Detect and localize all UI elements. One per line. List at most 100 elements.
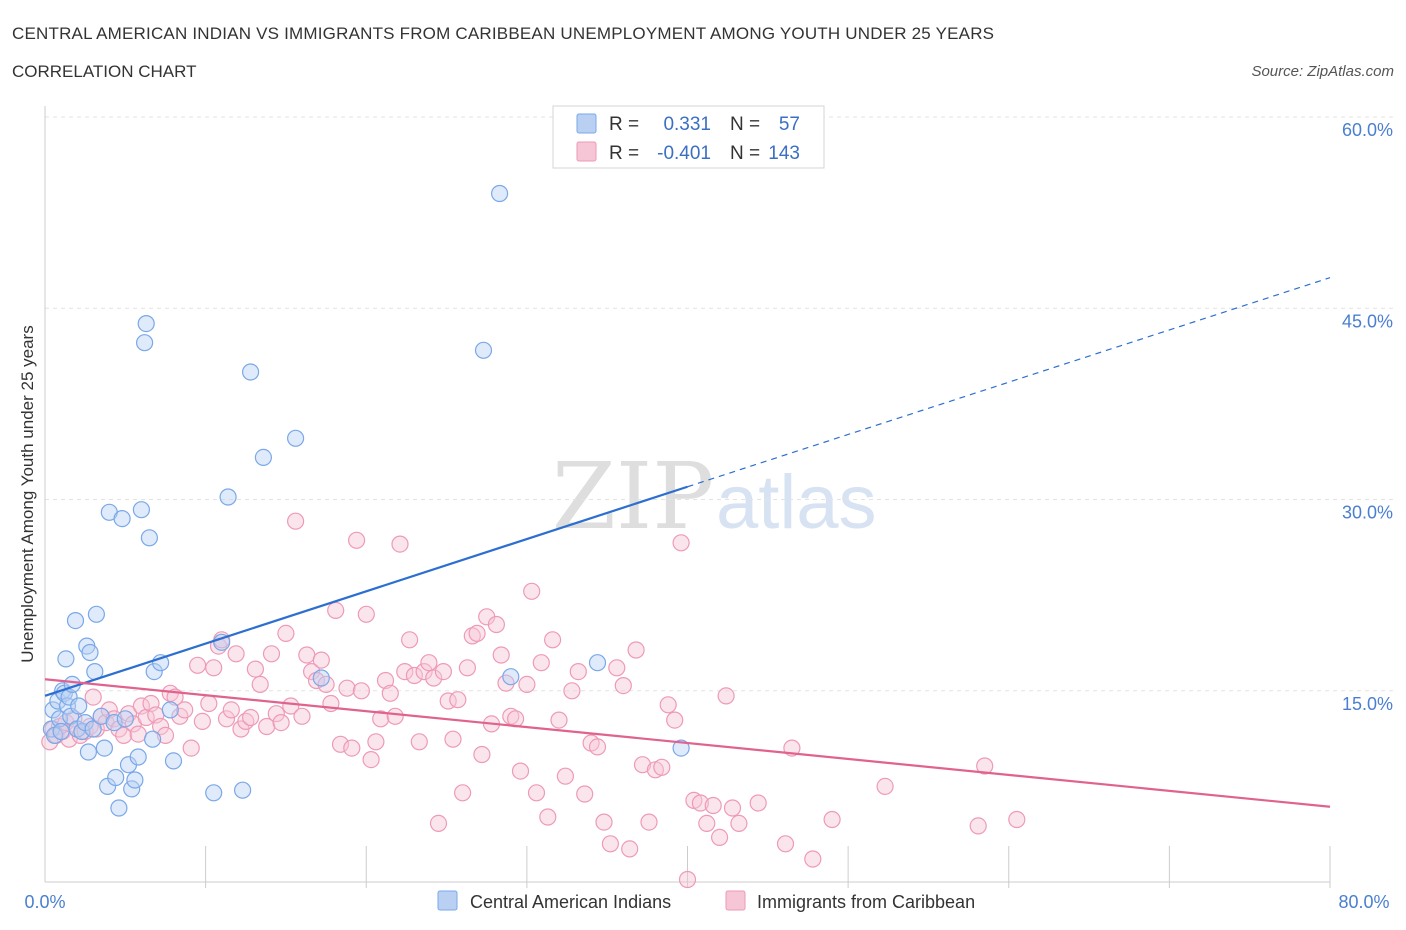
central-american-point-51 bbox=[254, 448, 272, 466]
central-american-point-42 bbox=[145, 662, 163, 681]
caribbean-point-101 bbox=[518, 675, 536, 694]
caribbean-point-62 bbox=[327, 601, 345, 620]
watermark-atlas: atlas bbox=[716, 460, 877, 545]
chart-source: Source: ZipAtlas.com bbox=[1251, 63, 1394, 80]
caribbean-point-35 bbox=[193, 712, 211, 731]
caribbean-point-54 bbox=[287, 512, 305, 530]
central-american-point-20 bbox=[81, 643, 99, 662]
central-american-point-56 bbox=[502, 668, 520, 686]
caribbean-point-64 bbox=[338, 679, 356, 697]
caribbean-point-36 bbox=[200, 694, 218, 713]
central-american-point-46 bbox=[205, 784, 223, 802]
central-american-point-50 bbox=[242, 363, 260, 381]
stats-n-value-blue: 57 bbox=[779, 114, 800, 135]
caribbean-point-120 bbox=[633, 756, 652, 774]
central-american-point-38 bbox=[136, 334, 154, 352]
y-tick-label-3: 60.0% bbox=[1342, 120, 1393, 140]
caribbean-point-55 bbox=[293, 707, 311, 725]
caribbean-point-91 bbox=[468, 624, 486, 643]
caribbean-point-32 bbox=[176, 701, 194, 719]
caribbean-point-140 bbox=[823, 810, 841, 829]
caribbean-point-45 bbox=[242, 708, 260, 727]
caribbean-point-107 bbox=[550, 711, 568, 729]
stats-r-label-pink: R = bbox=[609, 143, 639, 164]
caribbean-point-37 bbox=[205, 659, 223, 677]
caribbean-point-75 bbox=[391, 535, 409, 553]
caribbean-point-49 bbox=[262, 645, 281, 663]
caribbean-point-70 bbox=[367, 733, 385, 751]
caribbean-point-51 bbox=[272, 713, 290, 732]
caribbean-point-90 bbox=[463, 627, 481, 645]
caribbean-point-92 bbox=[473, 745, 491, 764]
stats-box-frame bbox=[552, 105, 825, 169]
central-american-point-25 bbox=[95, 739, 114, 757]
caribbean-point-78 bbox=[405, 666, 423, 685]
caribbean-point-28 bbox=[156, 726, 175, 745]
caribbean-point-124 bbox=[659, 696, 677, 714]
central-american-point-8 bbox=[57, 650, 75, 668]
caribbean-point-121 bbox=[640, 813, 658, 831]
caribbean-point-115 bbox=[601, 835, 620, 853]
caribbean-point-103 bbox=[527, 784, 546, 802]
caribbean-point-144 bbox=[1008, 810, 1026, 829]
chart-title: CENTRAL AMERICAN INDIAN VS IMMIGRANTS FR… bbox=[12, 24, 994, 43]
caribbean-point-111 bbox=[576, 785, 594, 803]
central-american-point-47 bbox=[213, 633, 231, 651]
central-american-point-4 bbox=[50, 710, 69, 728]
central-american-point-34 bbox=[123, 780, 141, 798]
caribbean-point-135 bbox=[730, 814, 748, 833]
central-american-point-19 bbox=[79, 743, 98, 761]
caribbean-point-108 bbox=[556, 767, 575, 785]
central-american-point-5 bbox=[52, 722, 70, 741]
caribbean-point-72 bbox=[376, 671, 395, 690]
caribbean-point-74 bbox=[386, 707, 404, 725]
trend-line-central-american-extension bbox=[687, 277, 1331, 488]
central-american-point-35 bbox=[126, 771, 144, 789]
stats-r-value-blue: 0.331 bbox=[663, 114, 711, 135]
caribbean-point-130 bbox=[698, 814, 716, 833]
caribbean-point-125 bbox=[666, 711, 684, 729]
caribbean-point-95 bbox=[487, 615, 505, 634]
caribbean-point-132 bbox=[710, 828, 729, 847]
caribbean-point-143 bbox=[976, 757, 994, 775]
caribbean-point-52 bbox=[277, 624, 295, 643]
caribbean-point-100 bbox=[511, 762, 530, 780]
caribbean-point-56 bbox=[298, 646, 316, 664]
caribbean-point-141 bbox=[876, 777, 894, 796]
y-axis-label: Unemployment Among Youth under 25 years bbox=[18, 325, 37, 662]
central-american-point-39 bbox=[137, 315, 155, 333]
caribbean-point-104 bbox=[532, 654, 550, 672]
caribbean-point-139 bbox=[804, 850, 822, 868]
caribbean-point-40 bbox=[217, 710, 236, 728]
central-american-point-54 bbox=[474, 341, 493, 359]
caribbean-point-82 bbox=[425, 669, 443, 687]
chart-subtitle: CORRELATION CHART bbox=[12, 62, 197, 81]
y-axis-tick-labels: 15.0% 30.0% 45.0% 60.0% bbox=[1342, 120, 1393, 714]
caribbean-point-87 bbox=[449, 691, 467, 709]
caribbean-point-33 bbox=[182, 739, 200, 757]
caribbean-point-126 bbox=[672, 534, 690, 552]
caribbean-point-34 bbox=[189, 656, 207, 674]
caribbean-point-133 bbox=[717, 687, 735, 705]
central-american-point-32 bbox=[116, 710, 134, 728]
caribbean-point-69 bbox=[362, 750, 380, 769]
central-american-point-30 bbox=[110, 799, 128, 817]
caribbean-point-58 bbox=[307, 671, 326, 690]
legend-label-central-american-indians: Central American Indians bbox=[470, 892, 671, 912]
central-american-point-15 bbox=[70, 697, 88, 715]
caribbean-point-84 bbox=[434, 662, 452, 681]
central-american-point-58 bbox=[672, 739, 690, 757]
stats-swatch-blue bbox=[576, 113, 597, 134]
caribbean-point-63 bbox=[331, 735, 350, 753]
central-american-point-45 bbox=[164, 752, 183, 770]
caribbean-point-83 bbox=[429, 814, 448, 833]
caribbean-point-105 bbox=[539, 808, 557, 826]
stats-n-label-blue: N = bbox=[730, 114, 760, 135]
caribbean-point-73 bbox=[381, 684, 399, 702]
caribbean-point-47 bbox=[251, 675, 269, 694]
trend-lines bbox=[44, 277, 1331, 808]
trend-line-central-american bbox=[44, 485, 688, 697]
stats-n-value-pink: 143 bbox=[768, 143, 800, 164]
caribbean-point-12 bbox=[84, 688, 102, 706]
